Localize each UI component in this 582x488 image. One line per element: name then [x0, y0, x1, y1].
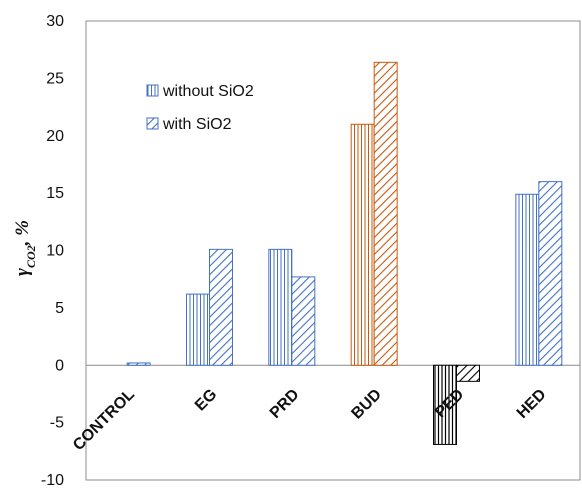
y-tick-label: 0	[55, 357, 64, 374]
y-tick-label: 10	[46, 243, 64, 260]
bar-hed-without-sio2	[515, 193, 540, 366]
y-tick-label: -5	[50, 415, 64, 432]
y-tick-label: 25	[46, 70, 64, 87]
y-tick-label: 15	[46, 185, 64, 202]
bar-hed-with-sio2	[538, 181, 563, 366]
bar-bud-with-sio2	[373, 61, 398, 366]
plot-border	[85, 20, 581, 481]
bar-eg-without-sio2	[186, 293, 210, 366]
category-label-prd: PRD	[267, 386, 303, 422]
y-tick-label: -10	[41, 472, 64, 488]
legend-label-with-sio2: with SiO2	[162, 116, 232, 133]
bar-ped-without-sio2	[433, 364, 457, 445]
category-label-bud: BUD	[348, 386, 385, 423]
bars	[126, 61, 563, 445]
legend-label-without-sio2: without SiO2	[162, 83, 254, 100]
y-tick-label: 20	[46, 128, 64, 145]
category-label-hed: HED	[514, 386, 550, 422]
y-tick-label: 5	[55, 300, 64, 317]
bar-eg-with-sio2	[209, 248, 233, 366]
bar-ped-with-sio2	[456, 364, 480, 382]
y-axis-ticks: -10 -5 0 5 10 15 20 25 30	[41, 13, 64, 488]
bar-prd-with-sio2	[291, 276, 316, 366]
legend-swatch-without-sio2	[146, 84, 159, 97]
plot-frame	[85, 20, 581, 481]
bar-bud-without-sio2	[350, 123, 375, 366]
category-label-control: CONTROL	[70, 386, 138, 454]
bar-control-with-sio2	[126, 362, 151, 366]
legend-swatch-with-sio2	[146, 117, 159, 130]
x-axis-category-labels: CONTROL EG PRD BUD PED HED	[70, 386, 550, 454]
bar-prd-without-sio2	[268, 248, 293, 366]
y-tick-label: 30	[46, 13, 64, 30]
y-axis-label: γCO2, %	[12, 220, 38, 276]
category-label-eg: EG	[192, 386, 220, 414]
legend: without SiO2 with SiO2	[146, 83, 254, 133]
